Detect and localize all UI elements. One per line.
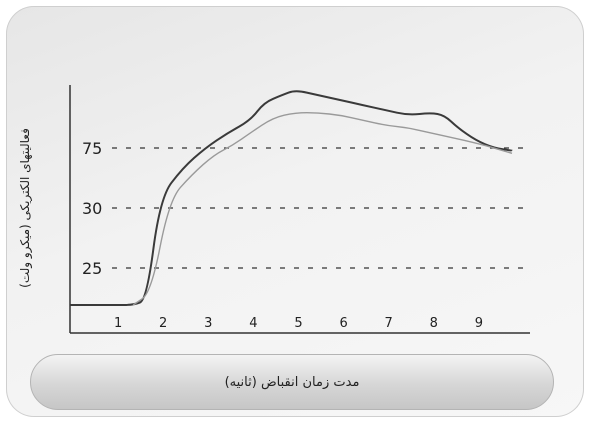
y-axis-label-container: فعالیتهای الکتریکی (میکرو ولت) bbox=[14, 88, 36, 328]
chart-frame bbox=[6, 6, 584, 417]
x-tick-label: 2 bbox=[159, 316, 167, 331]
x-tick-label: 7 bbox=[385, 316, 393, 331]
x-axis-label: مدت زمان انقباض (ثانیه) bbox=[224, 374, 360, 390]
y-axis-label: فعالیتهای الکتریکی (میکرو ولت) bbox=[18, 128, 32, 288]
x-tick-label: 8 bbox=[430, 316, 438, 331]
x-axis-caption-bar: مدت زمان انقباض (ثانیه) bbox=[30, 354, 554, 410]
x-tick-label: 9 bbox=[475, 316, 483, 331]
x-tick-label: 5 bbox=[294, 316, 302, 331]
series-lines bbox=[70, 90, 513, 306]
y-tick-label: 75 bbox=[82, 139, 102, 158]
y-tick-label: 25 bbox=[82, 259, 102, 278]
x-tick-label: 1 bbox=[114, 316, 122, 331]
x-tick-label: 3 bbox=[204, 316, 212, 331]
series-line-2 bbox=[132, 112, 513, 306]
series-line-1 bbox=[70, 90, 513, 306]
y-tick-label: 30 bbox=[82, 199, 102, 218]
x-tick-label: 6 bbox=[339, 316, 347, 331]
x-tick-label: 4 bbox=[249, 316, 257, 331]
y-tick-labels: 75 30 25 bbox=[82, 139, 102, 278]
x-tick-labels: 1 2 3 4 5 6 7 8 9 bbox=[114, 316, 483, 331]
reference-lines bbox=[112, 147, 525, 269]
